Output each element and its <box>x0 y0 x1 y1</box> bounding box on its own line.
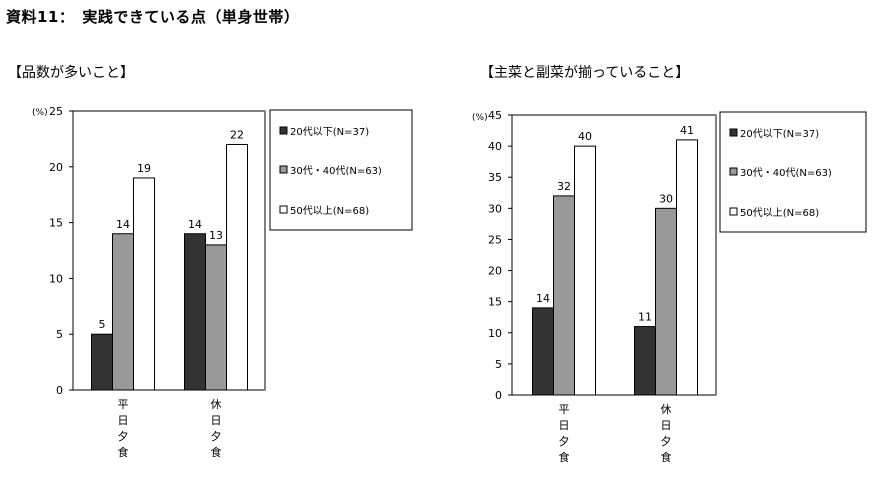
chart-2-category-label-char: 食 <box>559 450 570 464</box>
chart-1-legend-label: 30代・40代(N=63) <box>290 165 382 177</box>
chart-2-y-tick-label: 5 <box>495 358 502 371</box>
chart-2-legend-box <box>719 111 867 233</box>
chart-2-y-unit-label: (%) <box>472 113 488 123</box>
chart-1-category-label-char: 夕 <box>118 430 129 443</box>
chart-2-y-tick-label: 0 <box>495 389 502 402</box>
chart-1-category-label-char: 休 <box>211 398 222 411</box>
chart-1-bar <box>91 333 113 391</box>
chart-1-bar <box>112 233 134 391</box>
chart-1-category-label-char: 食 <box>118 445 129 459</box>
chart-2-bar <box>532 307 554 396</box>
chart-2-y-tick-label: 35 <box>488 171 502 184</box>
chart-1-legend-swatch <box>279 165 288 174</box>
chart-2-category-label-char: 休 <box>661 403 672 416</box>
chart-2-legend-label: 30代・40代(N=63) <box>740 167 832 179</box>
chart-2-y-tick-label: 40 <box>488 140 502 153</box>
chart-2-category-label-char: 日 <box>661 419 672 432</box>
chart-2-y-tick-label: 30 <box>488 202 502 215</box>
chart-2-y-tick-label: 15 <box>488 296 502 309</box>
chart-2-bar-label: 40 <box>578 130 592 143</box>
chart-1-category-label-char: 日 <box>211 414 222 427</box>
chart-1-bar-label: 19 <box>137 162 151 175</box>
chart-2-y-tick-label: 25 <box>488 233 502 246</box>
chart-1-bar <box>226 143 248 391</box>
chart-1-y-tick-label: 15 <box>49 217 63 230</box>
chart-1-bar <box>184 233 206 391</box>
chart-1-legend-box <box>269 109 413 231</box>
chart-1-legend-swatch <box>279 126 288 135</box>
chart-2-y-tick-label: 20 <box>488 265 502 278</box>
chart-1-category-label-char: 日 <box>118 414 129 427</box>
chart-2-category-label-char: 平 <box>559 403 570 416</box>
chart-2-bar <box>634 326 656 396</box>
chart-1-y-tick-label: 10 <box>49 272 63 285</box>
chart-1-bar <box>205 244 227 391</box>
chart-2-legend-swatch <box>729 167 738 176</box>
chart-1-title: 【品数が多いこと】 <box>8 65 134 81</box>
chart-1-bar-label: 22 <box>230 128 244 141</box>
chart-1-y-unit-label: (%) <box>32 108 48 118</box>
chart-2-bar-label: 11 <box>638 311 652 324</box>
chart-1-bar-label: 14 <box>116 218 130 231</box>
chart-2-legend-swatch <box>729 128 738 137</box>
chart-1-category-label-char: 食 <box>211 445 222 459</box>
chart-2-category-label-char: 夕 <box>661 435 672 448</box>
chart-2-bar-label: 14 <box>536 292 550 305</box>
chart-2-y-tick-label: 45 <box>488 109 502 122</box>
chart-1-legend-swatch <box>279 205 288 214</box>
chart-1-category-label-char: 平 <box>118 398 129 411</box>
chart-1-bar-label: 13 <box>209 229 223 242</box>
chart-2-bar <box>574 145 596 396</box>
chart-2-y-tick-label: 10 <box>488 327 502 340</box>
chart-1-y-tick-label: 0 <box>56 384 63 397</box>
chart-1-bar-label: 14 <box>188 218 202 231</box>
chart-1-y-tick-label: 20 <box>49 161 63 174</box>
page-title: 資料11： 実践できている点（単身世帯） <box>6 8 300 26</box>
chart-1-legend-label: 20代以下(N=37) <box>290 126 369 138</box>
chart-1-legend-label: 50代以上(N=68) <box>290 205 369 217</box>
chart-2-bar <box>676 139 698 396</box>
chart-2-category-label-char: 日 <box>559 419 570 432</box>
chart-2-category-label-char: 夕 <box>559 435 570 448</box>
chart-1-category-label-char: 夕 <box>211 430 222 443</box>
chart-1-y-tick-label: 5 <box>56 328 63 341</box>
chart-2-title: 【主菜と副菜が揃っていること】 <box>480 65 690 81</box>
chart-2-bar-label: 30 <box>659 192 673 205</box>
chart-2-bar <box>655 207 677 396</box>
chart-2-bar-label: 41 <box>680 124 694 137</box>
chart-2-legend-label: 50代以上(N=68) <box>740 207 819 219</box>
chart-2-category-label-char: 食 <box>661 450 672 464</box>
chart-1-y-tick-label: 25 <box>49 105 63 118</box>
chart-1-bar <box>133 177 155 391</box>
chart-2-bar-label: 32 <box>557 180 571 193</box>
chart-2-bar <box>553 195 575 396</box>
chart-1-bar-label: 5 <box>99 318 106 331</box>
chart-2-legend-swatch <box>729 207 738 216</box>
chart-2-legend-label: 20代以下(N=37) <box>740 128 819 140</box>
